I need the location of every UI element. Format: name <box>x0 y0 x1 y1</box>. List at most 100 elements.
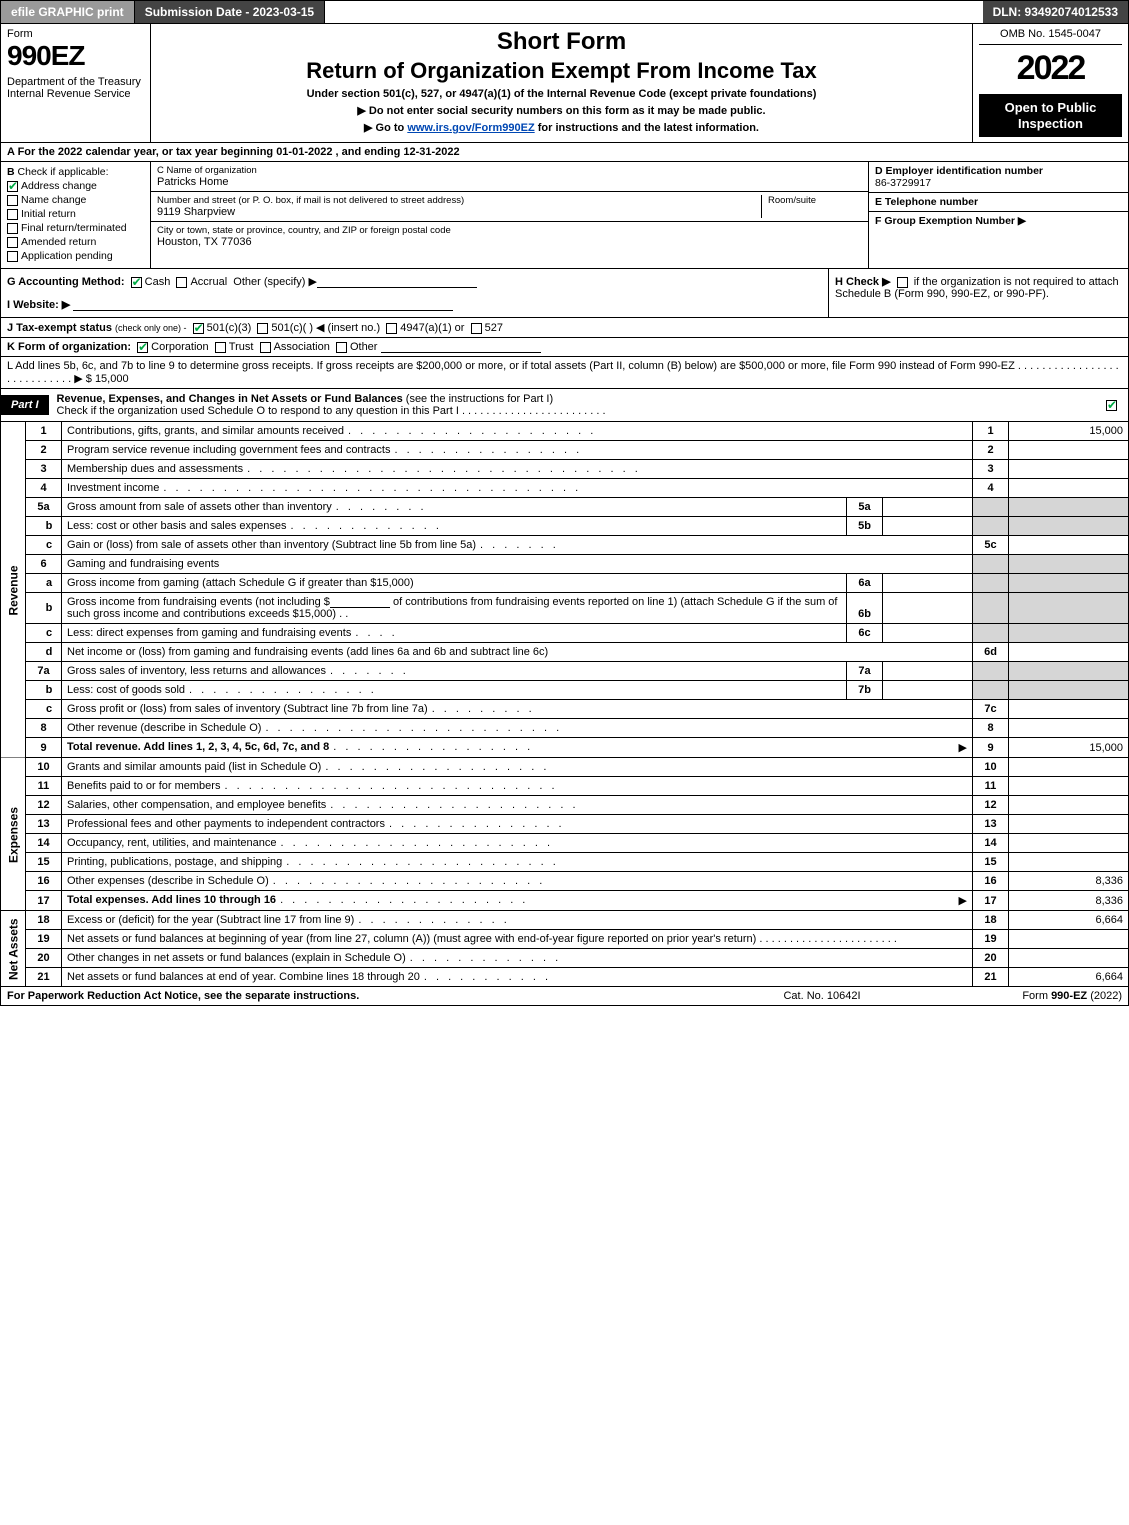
line-rnum: 10 <box>973 758 1009 777</box>
line-desc-text: Less: cost of goods sold <box>67 684 185 696</box>
g-cash: Cash <box>145 276 171 288</box>
line-num: 2 <box>26 441 62 460</box>
org-name-value: Patricks Home <box>157 176 862 188</box>
line-rval: 8,336 <box>1009 872 1129 891</box>
dots: . . . . . . . . . . . . . . . . . . . . … <box>756 933 897 945</box>
line-rval: 15,000 <box>1009 738 1129 758</box>
checkbox-icon[interactable] <box>897 277 908 288</box>
checkbox-icon[interactable] <box>257 323 268 334</box>
part1-table: Revenue 1 Contributions, gifts, grants, … <box>0 422 1129 987</box>
line-inval <box>883 517 973 536</box>
line-desc: Other changes in net assets or fund bala… <box>62 949 973 968</box>
shaded-cell <box>973 555 1009 574</box>
line-rval: 6,664 <box>1009 911 1129 930</box>
line-num: 15 <box>26 853 62 872</box>
row-g-h: G Accounting Method: Cash Accrual Other … <box>0 269 1129 318</box>
form-number: 990EZ <box>7 40 144 72</box>
line-5a: 5a Gross amount from sale of assets othe… <box>1 498 1129 517</box>
line-rval <box>1009 853 1129 872</box>
chk-application-pending[interactable]: Application pending <box>7 250 144 262</box>
line-rval <box>1009 758 1129 777</box>
checkbox-icon[interactable] <box>215 342 226 353</box>
section-def: D Employer identification number 86-3729… <box>868 162 1128 268</box>
revenue-side-label: Revenue <box>1 422 26 758</box>
dots: . . . . . . . . . . . . . <box>406 952 967 964</box>
section-b: B Check if applicable: Address change Na… <box>1 162 151 268</box>
website-input[interactable] <box>73 310 453 311</box>
city-value: Houston, TX 77036 <box>157 236 862 248</box>
footer-right: Form 990-EZ (2022) <box>922 990 1122 1002</box>
submission-date-button[interactable]: Submission Date - 2023-03-15 <box>135 1 325 23</box>
line-desc-text: Occupancy, rent, utilities, and maintena… <box>67 837 277 849</box>
sections-bcdef: B Check if applicable: Address change Na… <box>0 162 1129 269</box>
checkbox-icon[interactable] <box>176 277 187 288</box>
short-form-title: Short Form <box>157 28 966 56</box>
telephone-label: E Telephone number <box>875 196 1122 208</box>
arrow-icon: ▶ <box>959 741 967 754</box>
footer-right-pre: Form <box>1022 990 1051 1002</box>
line-5c: c Gain or (loss) from sale of assets oth… <box>1 536 1129 555</box>
topbar-spacer <box>325 1 982 23</box>
dots: . . . . . . . . . . . . . . . . <box>185 684 841 696</box>
line-num: 5a <box>26 498 62 517</box>
l-text: L Add lines 5b, 6c, and 7b to line 9 to … <box>7 360 1015 372</box>
checkbox-icon[interactable] <box>336 342 347 353</box>
expenses-side-label: Expenses <box>1 758 26 911</box>
line-num: 16 <box>26 872 62 891</box>
line-num: b <box>26 593 62 624</box>
line-rnum: 13 <box>973 815 1009 834</box>
shaded-cell <box>1009 593 1129 624</box>
line-num: 11 <box>26 777 62 796</box>
efile-print-button[interactable]: efile GRAPHIC print <box>1 1 135 23</box>
irs-link[interactable]: www.irs.gov/Form990EZ <box>407 122 534 134</box>
k-other-input[interactable] <box>381 352 541 353</box>
chk-final-return[interactable]: Final return/terminated <box>7 222 144 234</box>
line-12: 12 Salaries, other compensation, and emp… <box>1 796 1129 815</box>
chk-address-change[interactable]: Address change <box>7 180 144 192</box>
checkbox-icon[interactable] <box>137 342 148 353</box>
shaded-cell <box>973 681 1009 700</box>
chk-initial-return[interactable]: Initial return <box>7 208 144 220</box>
g-other: Other (specify) ▶ <box>233 276 317 288</box>
chk-address-change-label: Address change <box>21 180 97 192</box>
goto-line: ▶ Go to www.irs.gov/Form990EZ for instru… <box>157 121 966 134</box>
line-num: 1 <box>26 422 62 441</box>
line-rnum: 21 <box>973 968 1009 987</box>
checkbox-icon[interactable] <box>260 342 271 353</box>
checkbox-icon[interactable] <box>131 277 142 288</box>
line-num: 19 <box>26 930 62 949</box>
line-num: 6 <box>26 555 62 574</box>
checkbox-icon[interactable] <box>1106 400 1117 411</box>
netassets-side-label: Net Assets <box>1 911 26 987</box>
g-other-input[interactable] <box>317 287 477 288</box>
chk-amended-return[interactable]: Amended return <box>7 236 144 248</box>
section-b-check-if: Check if applicable: <box>18 166 109 178</box>
checkbox-icon[interactable] <box>471 323 482 334</box>
shaded-cell <box>973 662 1009 681</box>
goto-pre: ▶ Go to <box>364 122 407 134</box>
line-innum: 5a <box>847 498 883 517</box>
form-header-left: Form 990EZ Department of the Treasury In… <box>1 24 151 142</box>
part1-tag: Part I <box>1 395 49 415</box>
checkbox-icon[interactable] <box>193 323 204 334</box>
chk-name-change[interactable]: Name change <box>7 194 144 206</box>
line-desc: Benefits paid to or for members. . . . .… <box>62 777 973 796</box>
shaded-cell <box>1009 574 1129 593</box>
checkbox-icon[interactable] <box>386 323 397 334</box>
line-rval <box>1009 949 1129 968</box>
line-inval <box>883 624 973 643</box>
line-7c: c Gross profit or (loss) from sales of i… <box>1 700 1129 719</box>
line-rval: 15,000 <box>1009 422 1129 441</box>
line-rval: 8,336 <box>1009 891 1129 911</box>
org-name-cell: C Name of organization Patricks Home <box>151 162 868 192</box>
tax-year: 2022 <box>979 49 1122 88</box>
line-desc-text: Program service revenue including govern… <box>67 444 390 456</box>
dots: . . . . . . . . <box>332 501 841 513</box>
shaded-cell <box>973 624 1009 643</box>
j-501c: 501(c)( ) ◀ (insert no.) <box>271 322 380 334</box>
part1-check-line: Check if the organization used Schedule … <box>57 405 459 417</box>
line-num: c <box>26 700 62 719</box>
dots: . . . . . . . . . . . . . . . . . . . . … <box>220 780 967 792</box>
line-num: 8 <box>26 719 62 738</box>
line-rnum: 6d <box>973 643 1009 662</box>
